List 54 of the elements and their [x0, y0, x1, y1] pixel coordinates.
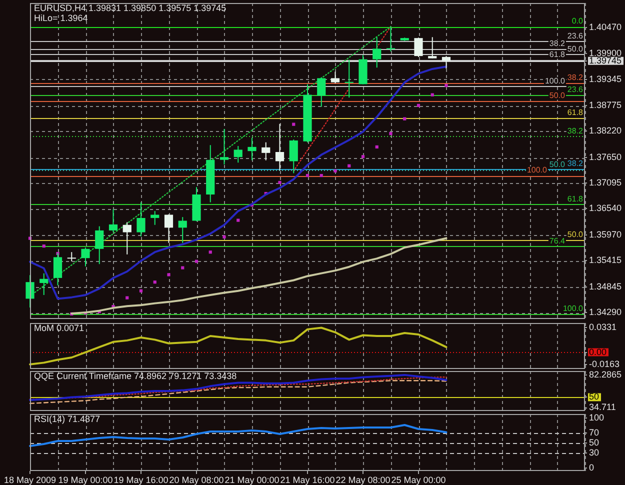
y-tick-label: -0.0163	[589, 358, 620, 369]
chart-title: EURUSD,H4 1.39831 1.39850 1.39575 1.39745	[34, 2, 226, 13]
annotation: 100.0	[562, 304, 584, 314]
y-tick-label: 30	[589, 447, 600, 458]
annotation: 61.8	[567, 108, 584, 118]
annotation: 50.0	[549, 160, 566, 170]
chart-title: QQE Current Timeframe 74.8962 79.1271 73.3438	[34, 370, 237, 381]
x-tick-label: 21 May 16:00	[280, 474, 335, 485]
y-tick-label: 1.39345	[589, 74, 622, 84]
y-tick-label: 1.40470	[589, 22, 622, 32]
y-tick-label: 0.0331	[589, 322, 617, 332]
x-tick-label: 20 May 08:00	[169, 474, 224, 485]
y-tick-label: 0.00	[589, 346, 607, 357]
x-tick-label: 19 May 00:00	[58, 474, 113, 485]
annotation: 100.0	[544, 76, 566, 86]
x-tick-label: 21 May 00:00	[224, 474, 280, 485]
y-tick-label: 1.34290	[589, 307, 622, 318]
y-tick-label: 82.2865	[589, 369, 622, 380]
y-tick-label: 1.39745	[589, 55, 622, 66]
annotation: 61.8	[567, 194, 584, 204]
chart-title: RSI(14) 71.4877	[34, 414, 100, 424]
annotation: 50.0	[549, 91, 566, 100]
annotation: 38.2	[567, 73, 584, 82]
x-tick-label: 18 May 2009	[4, 474, 56, 485]
annotation: 23.6	[567, 31, 584, 40]
y-tick-label: 1.35970	[589, 230, 622, 240]
x-tick-label: 19 May 16:00	[114, 474, 168, 485]
y-tick-label: 1.35415	[589, 255, 622, 266]
annotation: 76.4	[549, 236, 566, 246]
y-tick-label: 70	[589, 427, 600, 438]
y-tick-label: 1.36540	[589, 203, 622, 214]
y-tick-label: 1.38775	[589, 100, 622, 110]
y-tick-label: 1.37095	[589, 178, 622, 188]
y-tick-label: 34.711	[589, 402, 616, 412]
y-tick-label: 50	[589, 437, 600, 448]
chart-title: MoM 0.0071	[34, 322, 84, 333]
y-tick-label: 50	[589, 392, 600, 402]
annotation: 38.2	[549, 38, 566, 48]
annotation: 38.2	[567, 126, 584, 136]
annotation: 0.0	[572, 16, 584, 26]
annotation: 38.2	[567, 158, 584, 168]
x-tick-label: 22 May 08:00	[336, 474, 390, 485]
x-tick-label: 25 May 00:00	[391, 474, 446, 485]
y-tick-label: 1.38220	[589, 126, 622, 136]
annotation: 50.0	[567, 230, 584, 239]
y-tick-label: 1.37650	[589, 152, 622, 162]
annotation: 23.6	[567, 85, 584, 94]
annotation: 50.0	[567, 44, 584, 54]
annotation: 61.8	[549, 50, 566, 59]
annotation: 100.0	[526, 166, 548, 175]
y-tick-label: 100	[589, 412, 604, 422]
y-tick-label: 1.34845	[589, 281, 622, 292]
y-tick-label: 0	[589, 462, 594, 472]
annotation: HiLo= 1.3964	[34, 12, 88, 23]
